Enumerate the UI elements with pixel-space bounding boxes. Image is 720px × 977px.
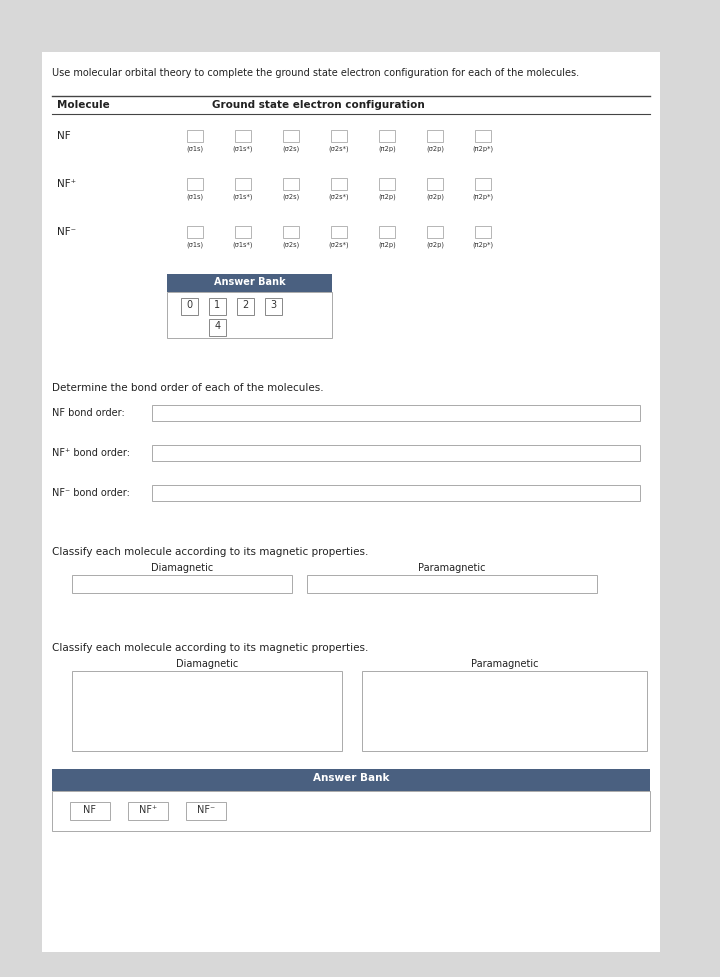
Text: NF: NF xyxy=(84,805,96,815)
Text: (σ2s*): (σ2s*) xyxy=(329,242,349,248)
Bar xyxy=(181,298,198,315)
Text: 3: 3 xyxy=(271,300,276,310)
Bar xyxy=(167,292,332,338)
Bar xyxy=(42,52,660,952)
Text: (π2p): (π2p) xyxy=(378,146,396,152)
Bar xyxy=(235,226,251,238)
Text: (σ2s): (σ2s) xyxy=(282,194,300,200)
Text: (σ2p): (σ2p) xyxy=(426,194,444,200)
Bar xyxy=(52,769,650,791)
Text: Molecule: Molecule xyxy=(57,100,109,110)
Text: Answer Bank: Answer Bank xyxy=(214,277,285,287)
Bar xyxy=(187,226,203,238)
Text: (π2p): (π2p) xyxy=(378,194,396,200)
Text: Diamagnetic: Diamagnetic xyxy=(176,659,238,669)
Text: Ground state electron configuration: Ground state electron configuration xyxy=(212,100,425,110)
Bar xyxy=(379,226,395,238)
Bar xyxy=(235,178,251,190)
Bar xyxy=(152,405,640,421)
Text: (σ2s*): (σ2s*) xyxy=(329,194,349,200)
Bar xyxy=(283,178,299,190)
Bar xyxy=(379,178,395,190)
Text: NF⁺: NF⁺ xyxy=(57,179,76,189)
Text: (π2p*): (π2p*) xyxy=(472,242,494,248)
Bar xyxy=(331,130,347,142)
Bar xyxy=(265,298,282,315)
Text: (π2p): (π2p) xyxy=(378,242,396,248)
Text: NF⁻ bond order:: NF⁻ bond order: xyxy=(52,488,130,498)
Text: Answer Bank: Answer Bank xyxy=(312,773,390,783)
Bar xyxy=(475,226,491,238)
Bar xyxy=(283,226,299,238)
Text: Diamagnetic: Diamagnetic xyxy=(151,563,213,573)
Text: (σ2s*): (σ2s*) xyxy=(329,146,349,152)
Bar xyxy=(209,319,226,336)
Bar xyxy=(283,130,299,142)
Bar xyxy=(70,802,110,820)
Text: (π2p*): (π2p*) xyxy=(472,194,494,200)
Text: (σ1s*): (σ1s*) xyxy=(233,242,253,248)
Bar xyxy=(152,445,640,461)
Text: (σ1s): (σ1s) xyxy=(186,242,204,248)
Text: NF: NF xyxy=(57,131,71,141)
Bar xyxy=(52,791,650,831)
Bar xyxy=(209,298,226,315)
Bar xyxy=(187,178,203,190)
Bar xyxy=(427,226,443,238)
Text: (σ2s): (σ2s) xyxy=(282,242,300,248)
Text: 1: 1 xyxy=(215,300,220,310)
Text: NF⁻: NF⁻ xyxy=(57,227,76,237)
Bar xyxy=(72,671,342,751)
Text: Paramagnetic: Paramagnetic xyxy=(471,659,539,669)
Text: Paramagnetic: Paramagnetic xyxy=(418,563,486,573)
Text: Classify each molecule according to its magnetic properties.: Classify each molecule according to its … xyxy=(52,643,369,653)
Bar xyxy=(237,298,254,315)
Text: 2: 2 xyxy=(243,300,248,310)
Bar xyxy=(72,575,292,593)
Text: NF⁺ bond order:: NF⁺ bond order: xyxy=(52,448,130,458)
Bar xyxy=(187,130,203,142)
Bar xyxy=(475,130,491,142)
Text: (σ1s*): (σ1s*) xyxy=(233,146,253,152)
Bar xyxy=(307,575,597,593)
Bar xyxy=(186,802,226,820)
Bar xyxy=(379,130,395,142)
Text: (σ1s): (σ1s) xyxy=(186,146,204,152)
Text: NF bond order:: NF bond order: xyxy=(52,408,125,418)
Text: (π2p*): (π2p*) xyxy=(472,146,494,152)
Text: 0: 0 xyxy=(186,300,192,310)
Text: (σ1s*): (σ1s*) xyxy=(233,194,253,200)
Bar xyxy=(475,178,491,190)
Bar xyxy=(362,671,647,751)
Text: Use molecular orbital theory to complete the ground state electron configuration: Use molecular orbital theory to complete… xyxy=(52,68,579,78)
Bar xyxy=(152,485,640,501)
Text: (σ2s): (σ2s) xyxy=(282,146,300,152)
Bar xyxy=(128,802,168,820)
Text: (σ2p): (σ2p) xyxy=(426,242,444,248)
Bar xyxy=(331,226,347,238)
Text: Classify each molecule according to its magnetic properties.: Classify each molecule according to its … xyxy=(52,547,369,557)
Text: Determine the bond order of each of the molecules.: Determine the bond order of each of the … xyxy=(52,383,323,393)
Bar xyxy=(167,274,332,292)
Text: (σ2p): (σ2p) xyxy=(426,146,444,152)
Bar xyxy=(331,178,347,190)
Bar xyxy=(427,178,443,190)
Bar xyxy=(235,130,251,142)
Text: NF⁻: NF⁻ xyxy=(197,805,215,815)
Text: NF⁺: NF⁺ xyxy=(139,805,157,815)
Text: 4: 4 xyxy=(215,321,220,331)
Bar xyxy=(427,130,443,142)
Text: (σ1s): (σ1s) xyxy=(186,194,204,200)
